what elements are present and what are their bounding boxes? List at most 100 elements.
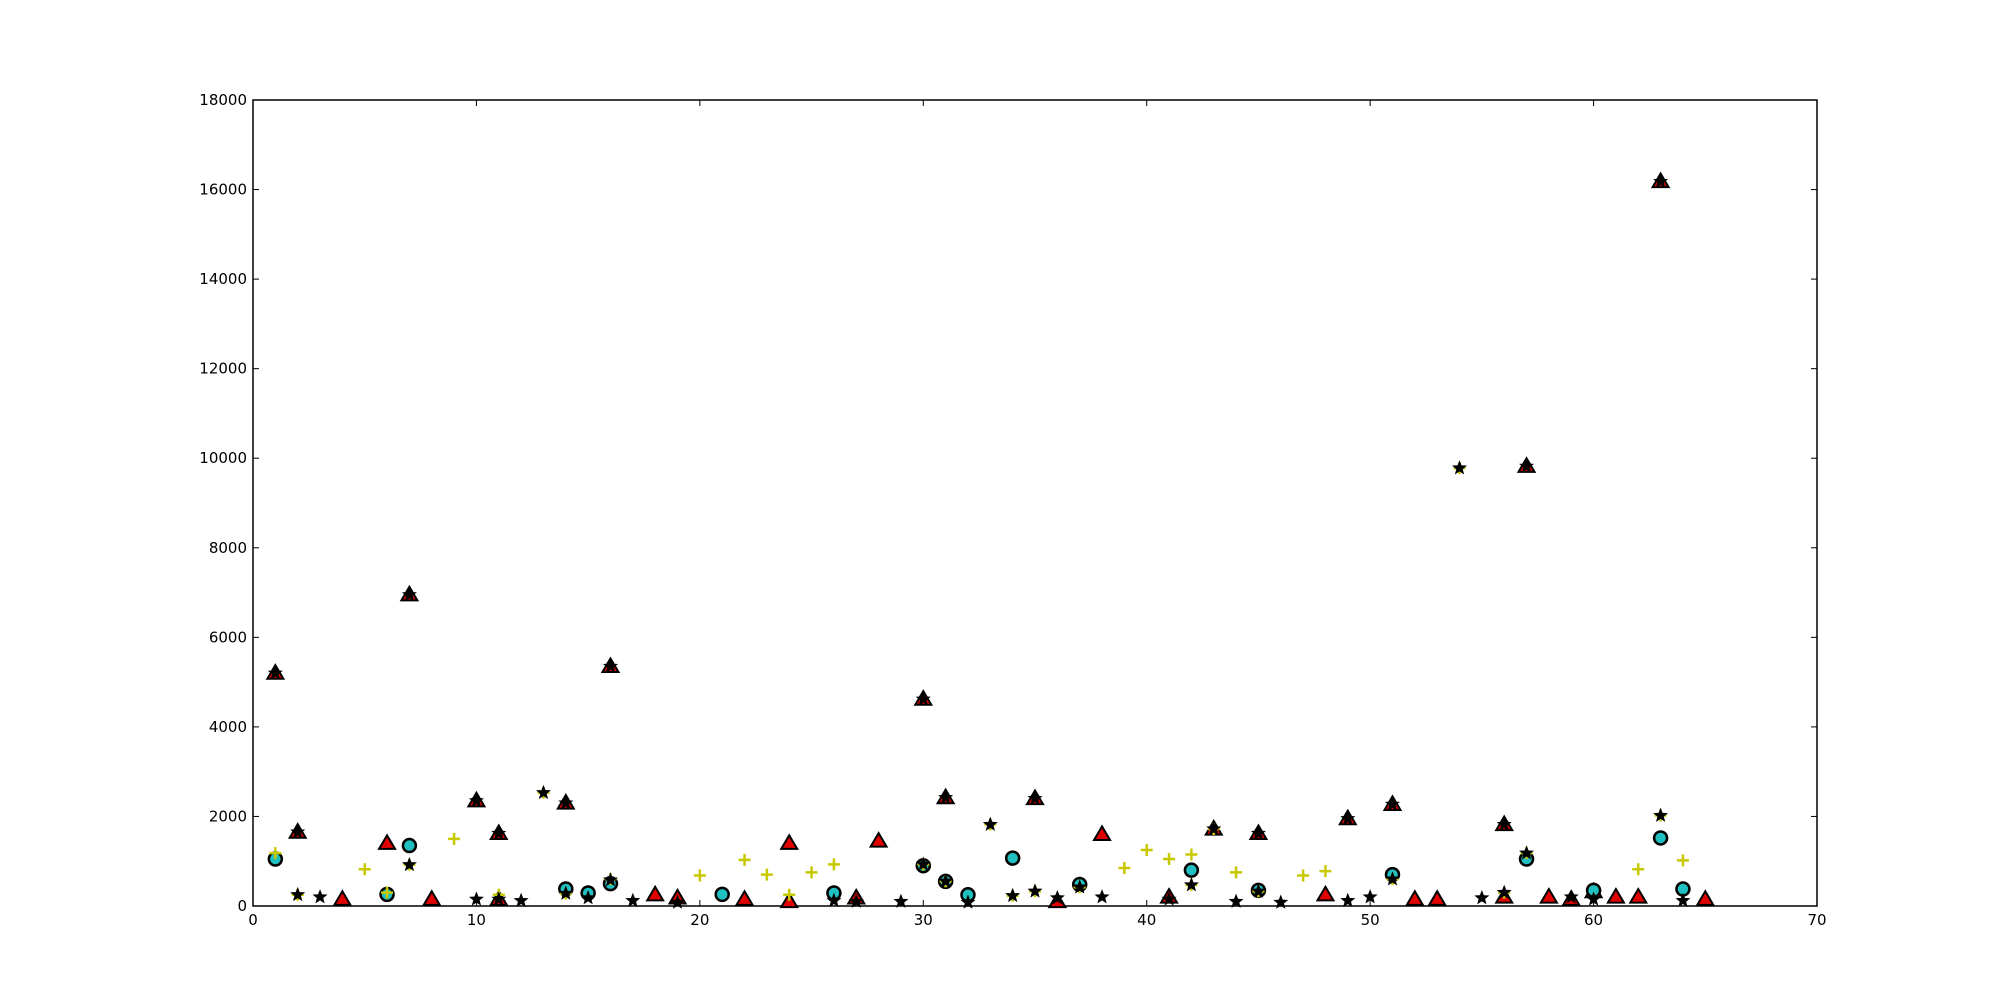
star-point: [580, 890, 596, 905]
star-point: [1005, 887, 1021, 903]
y-tick-label: 16000: [199, 181, 247, 199]
y-tick-label: 10000: [199, 449, 247, 467]
plus-point: [738, 853, 751, 866]
star-point: [826, 892, 842, 908]
star-point: [1161, 891, 1177, 906]
plus-point: [381, 886, 394, 899]
plus-point: [1230, 866, 1243, 879]
triangle-point: [779, 833, 799, 850]
star-point: [1384, 871, 1400, 886]
x-tick-label: 50: [1361, 911, 1380, 929]
star-point: [290, 824, 306, 839]
star-point: [1072, 879, 1088, 894]
star-point: [513, 892, 529, 908]
star-point: [1384, 796, 1400, 811]
triangle-point: [1092, 824, 1112, 841]
plus-point: [783, 888, 796, 901]
plus-point: [358, 863, 371, 876]
star-point: [401, 586, 417, 602]
y-tick-label: 14000: [199, 270, 247, 288]
x-tick-label: 60: [1584, 911, 1603, 929]
star-point: [1340, 810, 1356, 826]
y-tick-label: 12000: [199, 360, 247, 378]
star-point: [558, 885, 574, 900]
star-point: [670, 894, 686, 909]
star-point: [893, 893, 909, 908]
circle-point: [1004, 850, 1021, 866]
star-point: [491, 825, 507, 840]
circle-point: [1183, 862, 1200, 878]
y-tick-label: 2000: [209, 807, 247, 825]
y-axis: 0 2000 4000 6000 8000 10000 12000 14000 16000 180…: [199, 91, 1817, 915]
star-point: [1340, 892, 1356, 908]
triangle-point: [1695, 889, 1716, 906]
star-point: [848, 893, 864, 908]
plus-point: [693, 869, 706, 882]
triangle-point: [332, 889, 353, 906]
star-point: [468, 891, 484, 906]
star-point: [1519, 458, 1535, 473]
triangle-point: [1405, 889, 1425, 906]
plus-point: [1319, 865, 1332, 878]
triangle-point: [1539, 887, 1559, 904]
star-point: [1675, 892, 1691, 908]
star-point: [1362, 889, 1378, 904]
x-tick-label: 10: [467, 911, 486, 929]
star-point: [1049, 890, 1065, 905]
star-point: [1474, 890, 1490, 905]
star-point: [1653, 807, 1669, 822]
star-point: [1027, 790, 1043, 805]
triangle-point: [1427, 889, 1447, 906]
star-point: [468, 792, 484, 808]
star-point: [915, 856, 931, 871]
star-point: [1519, 845, 1535, 860]
star-point: [312, 889, 328, 904]
star-point: [558, 795, 574, 810]
star-point: [1496, 816, 1512, 831]
circle-point: [1652, 830, 1669, 846]
star-point: [1653, 173, 1669, 188]
plus-point: [1163, 852, 1176, 865]
plus-point: [269, 847, 282, 860]
star-point: [267, 665, 283, 680]
y-tick-label: 8000: [209, 539, 247, 557]
star-point: [1250, 883, 1266, 898]
y-tick-label: 6000: [209, 628, 247, 646]
plus-point: [1140, 844, 1153, 857]
triangle-point: [734, 889, 755, 906]
star-point: [982, 816, 998, 831]
circle-point: [714, 886, 730, 903]
plus-point: [1297, 869, 1310, 882]
circle-point: [401, 837, 418, 854]
star-point: [1027, 883, 1043, 898]
x-tick-label: 30: [914, 911, 933, 929]
data-points: [265, 171, 1716, 909]
star-point: [535, 784, 551, 800]
star-point: [938, 789, 954, 805]
triangle-point: [421, 889, 442, 906]
plus-point: [1185, 848, 1198, 861]
star-point: [491, 891, 507, 906]
y-tick-label: 4000: [209, 718, 247, 736]
star-point: [625, 892, 641, 908]
triangle-point: [1628, 887, 1649, 904]
star-point: [1452, 460, 1468, 475]
star-point: [1586, 891, 1602, 906]
star-point: [960, 894, 976, 909]
star-point: [290, 886, 306, 902]
star-point: [1183, 877, 1199, 892]
y-tick-label: 18000: [199, 91, 247, 109]
triangle-point: [645, 884, 665, 902]
star-point: [1206, 821, 1222, 836]
plus-point: [1632, 863, 1645, 876]
triangle-point: [377, 833, 397, 850]
x-axis: 0 10 20 30 40 50 60 70: [248, 100, 1827, 929]
star-point: [1250, 825, 1266, 840]
plus-point: [1118, 861, 1131, 874]
star-point: [401, 856, 417, 872]
plus-point: [448, 832, 461, 845]
triangle-point: [1606, 887, 1626, 904]
plus-point: [1676, 854, 1689, 867]
star-point: [602, 658, 618, 673]
star-point: [1273, 894, 1289, 909]
